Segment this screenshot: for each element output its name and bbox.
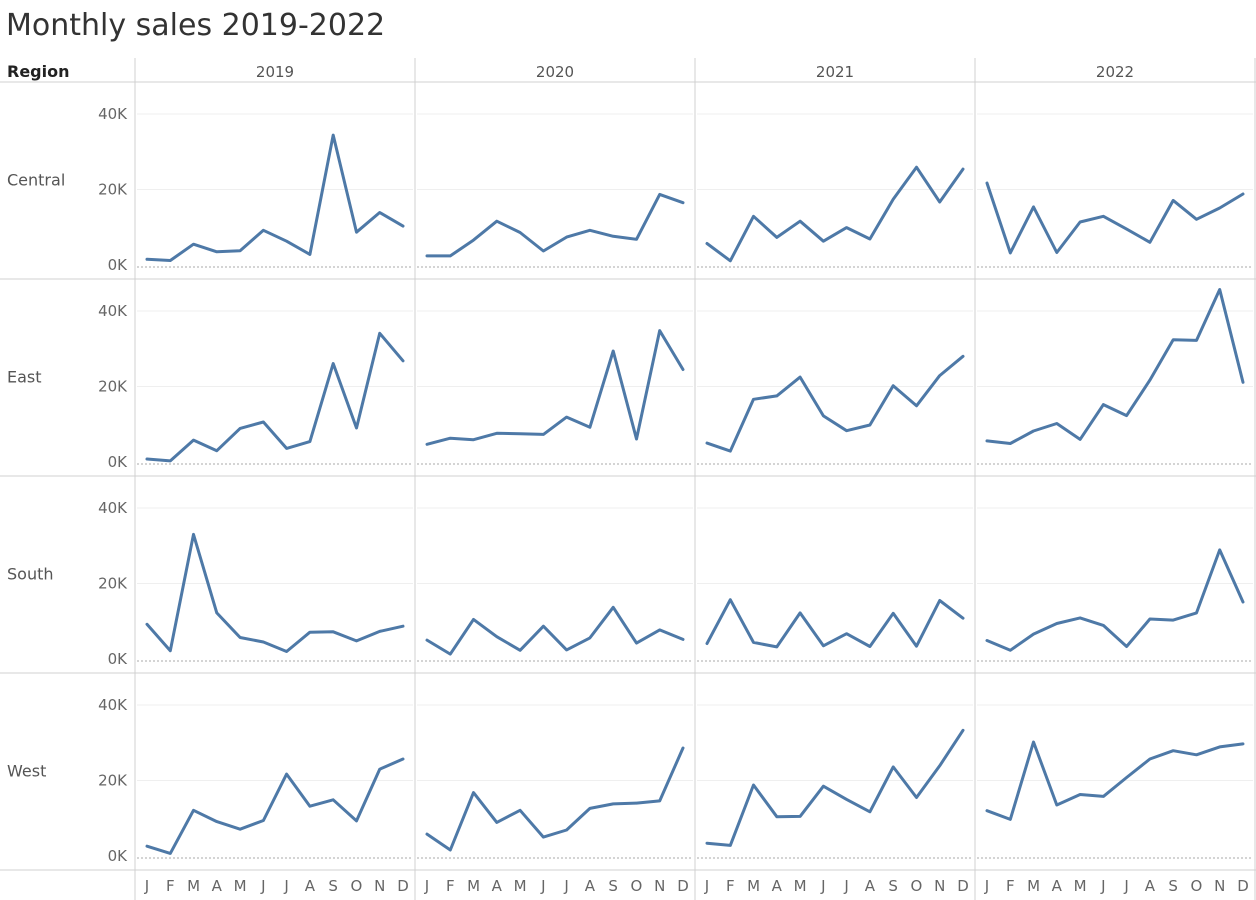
x-tick-label: J [820,877,825,895]
x-tick-label: J [283,877,288,895]
y-tick-label: 20K [98,181,128,199]
series-line-south-2020 [425,605,685,656]
x-tick-label: D [957,877,969,895]
x-tick-label: F [446,877,455,895]
x-tick-label: A [305,877,316,895]
x-tick-label: A [772,877,783,895]
x-tick-label: J [984,877,989,895]
series-line-east-2022 [985,288,1245,445]
x-tick-label: J [1100,877,1105,895]
y-tick-label: 0K [108,847,129,865]
x-tick-label: J [563,877,568,895]
x-tick-label: A [1145,877,1156,895]
x-tick-label: M [514,877,527,895]
row-label-east: East [7,368,42,387]
y-tick-label: 0K [108,256,129,274]
x-tick-label: M [747,877,760,895]
x-tick-label: D [677,877,689,895]
x-tick-label: S [888,877,898,895]
x-tick-label: A [1052,877,1063,895]
x-tick-label: M [794,877,807,895]
x-tick-label: J [540,877,545,895]
x-tick-label: S [1168,877,1178,895]
x-tick-label: O [1191,877,1203,895]
series-line-east-2021 [705,354,965,453]
x-tick-label: M [1074,877,1087,895]
x-tick-label: A [865,877,876,895]
x-tick-label: A [212,877,223,895]
chart-title: Monthly sales 2019-2022 [6,8,386,43]
x-tick-label: O [911,877,923,895]
x-tick-label: S [608,877,618,895]
x-tick-label: M [187,877,200,895]
series-line-south-2019 [145,532,405,653]
y-tick-label: 20K [98,575,128,593]
series-line-west-2019 [145,757,405,855]
x-tick-label: A [492,877,503,895]
row-label-central: Central [7,171,65,190]
x-tick-label: O [351,877,363,895]
x-tick-label: M [1027,877,1040,895]
y-tick-label: 40K [98,105,128,123]
row-label-west: West [7,762,46,781]
x-tick-label: S [328,877,338,895]
y-tick-label: 0K [108,650,129,668]
column-header-2020: 2020 [536,63,574,81]
x-tick-label: N [374,877,385,895]
series-line-east-2020 [425,329,685,446]
x-tick-label: J [260,877,265,895]
y-tick-label: 40K [98,302,128,320]
x-tick-label: D [397,877,409,895]
x-tick-label: M [234,877,247,895]
x-tick-label: J [424,877,429,895]
series-line-central-2021 [705,165,965,263]
column-header-2022: 2022 [1096,63,1134,81]
x-tick-label: F [1006,877,1015,895]
x-tick-label: J [144,877,149,895]
y-tick-label: 20K [98,772,128,790]
series-line-west-2022 [985,740,1245,821]
x-tick-label: N [1214,877,1225,895]
row-label-south: South [7,565,54,584]
x-tick-label: F [166,877,175,895]
column-header-2021: 2021 [816,63,854,81]
y-tick-label: 0K [108,453,129,471]
series-line-west-2020 [425,746,685,852]
x-tick-label: J [1123,877,1128,895]
x-tick-label: O [631,877,643,895]
y-tick-label: 20K [98,378,128,396]
x-tick-label: N [654,877,665,895]
x-tick-label: A [585,877,596,895]
series-line-east-2019 [145,331,405,463]
x-tick-label: D [1237,877,1249,895]
series-line-south-2022 [985,548,1245,652]
series-line-central-2020 [425,192,685,258]
y-tick-label: 40K [98,696,128,714]
series-line-south-2021 [705,598,965,649]
column-header-2019: 2019 [256,63,294,81]
x-tick-label: M [467,877,480,895]
row-header-label: Region [7,62,70,81]
x-tick-label: N [934,877,945,895]
x-tick-label: J [704,877,709,895]
x-tick-label: J [843,877,848,895]
series-line-central-2022 [985,181,1245,255]
y-tick-label: 40K [98,499,128,517]
series-line-central-2019 [145,133,405,262]
series-line-west-2021 [705,728,965,847]
x-tick-label: F [726,877,735,895]
